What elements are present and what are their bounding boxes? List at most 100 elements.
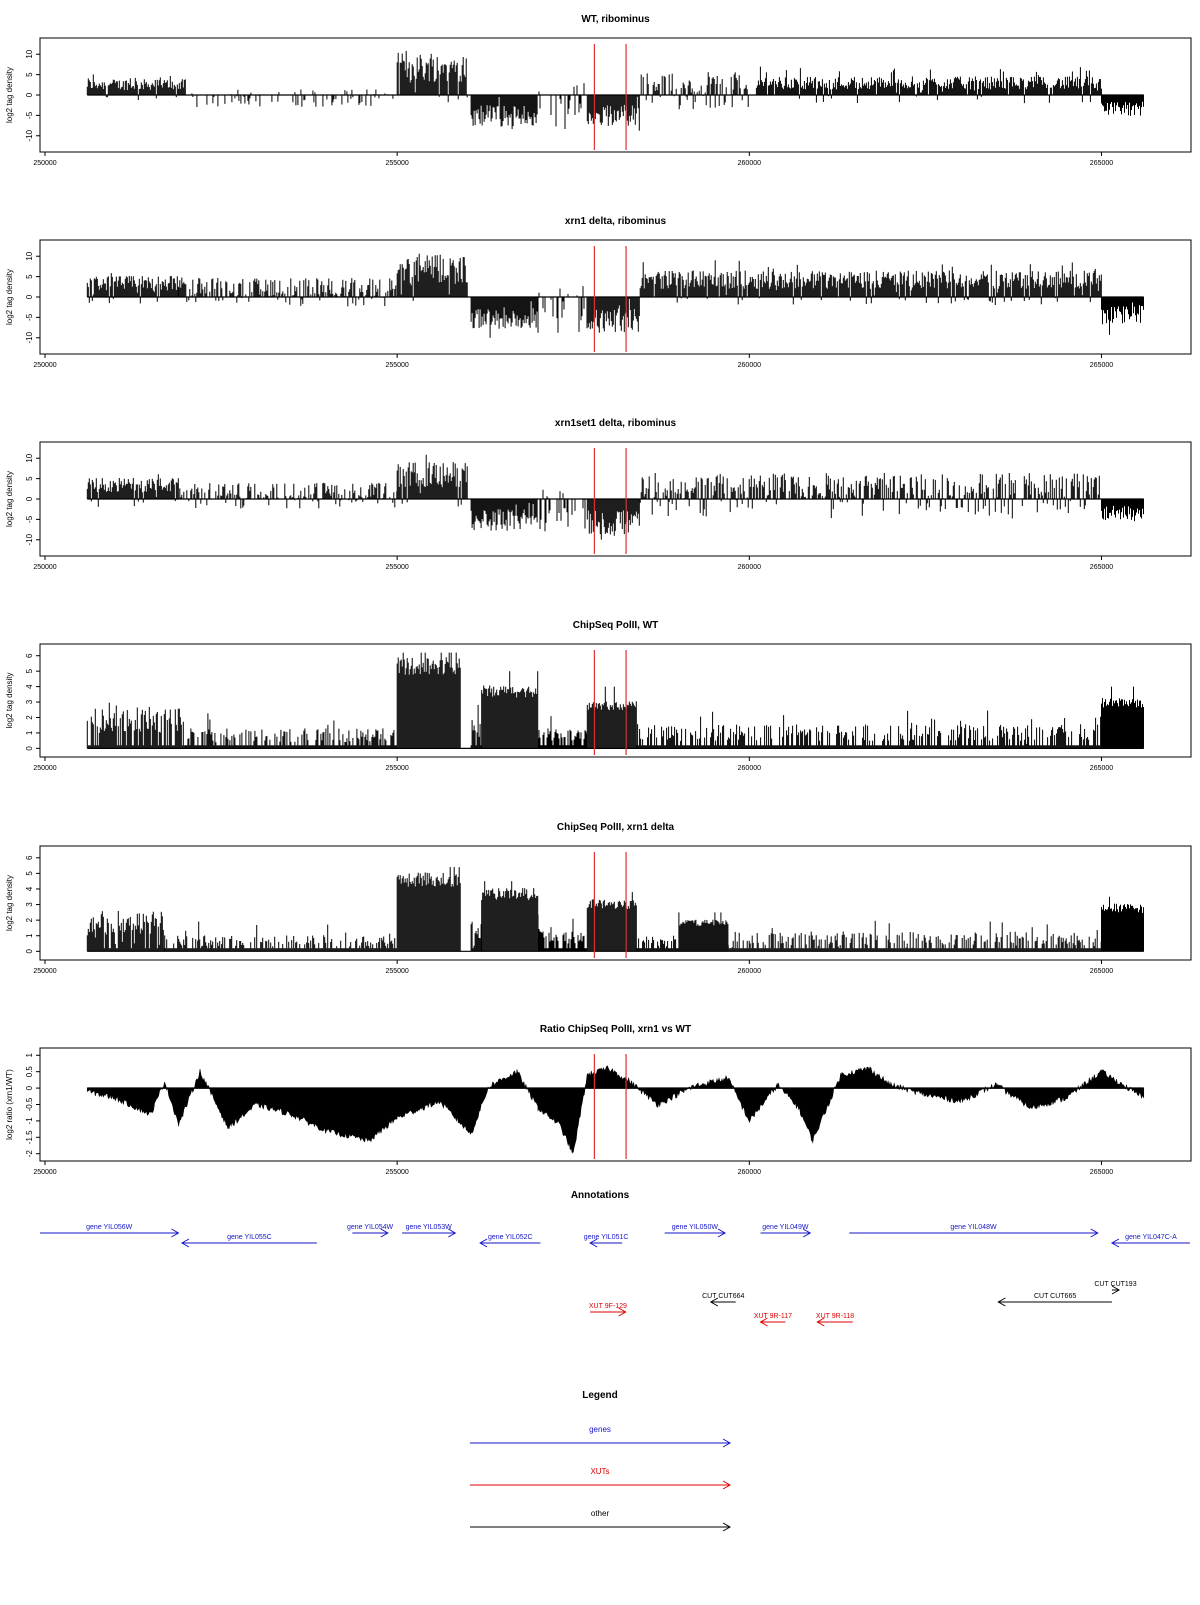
annotation-feature: gene YIL053W: [402, 1224, 455, 1237]
y-tick-label: 0: [25, 92, 34, 97]
feature-label: gene YIL050W: [672, 1224, 719, 1231]
y-axis-label: log2 ratio (xrn1/WT): [5, 1069, 14, 1140]
chart-title: Ratio ChipSeq PolII, xrn1 vs WT: [540, 1024, 691, 1035]
annotation-feature: gene YIL050W: [665, 1224, 725, 1237]
data-bars: [87, 867, 1143, 951]
y-tick-label: 0: [25, 949, 34, 954]
y-tick-label: 3: [25, 902, 34, 907]
chart-panel-1: WT, ribominus -10 -5 0 5 10 log2 tag density 25…: [5, 14, 1191, 167]
y-tick-label: -5: [25, 111, 34, 119]
chart-panel-6: Ratio ChipSeq PolII, xrn1 vs WT -2 -1.5 -1 -…: [5, 1024, 1191, 1176]
feature-label: gene YIL048W: [950, 1224, 997, 1231]
feature-label: gene YIL054W: [347, 1224, 394, 1231]
y-tick-label: 5: [25, 476, 34, 481]
x-tick-label: 255000: [385, 765, 408, 772]
y-tick-label: 10: [25, 49, 34, 58]
plot-frame: [40, 1048, 1191, 1161]
y-tick-label: 0: [25, 746, 34, 751]
x-tick-label: 260000: [738, 968, 761, 975]
annotation-feature: gene YIL054W: [347, 1224, 394, 1237]
chart-title: WT, ribominus: [581, 14, 650, 25]
x-tick-label: 255000: [385, 1169, 408, 1176]
chart-panel-3: xrn1set1 delta, ribominus -10 -5 0 5 10 log2 t…: [5, 418, 1191, 571]
x-tick-label: 255000: [385, 564, 408, 571]
annotation-feature: gene YIL047C-A: [1112, 1234, 1190, 1247]
annotation-feature: gene YIL055C: [182, 1234, 317, 1247]
y-tick-label: 10: [25, 453, 34, 462]
y-tick-label: -10: [25, 331, 34, 343]
x-tick-label: 260000: [738, 1169, 761, 1176]
y-tick-label: 0: [25, 294, 34, 299]
y-tick-label: -0.5: [25, 1097, 34, 1111]
y-tick-label: 2: [25, 715, 34, 720]
x-tick-label: 265000: [1090, 968, 1113, 975]
chart-panel-4: ChipSeq PolII, WT 0 1 2 3 4 5 6 log2 tag density…: [5, 620, 1191, 772]
data-bars: [87, 455, 1143, 540]
y-tick-label: 6: [25, 855, 34, 860]
y-axis-label: log2 tag density: [5, 672, 14, 728]
x-tick-label: 250000: [33, 564, 56, 571]
annotation-feature: gene YIL051C: [584, 1234, 629, 1247]
annotation-feature: gene YIL049W: [761, 1224, 811, 1237]
feature-label: gene YIL052C: [488, 1234, 533, 1241]
feature-label: gene YIL051C: [584, 1234, 629, 1241]
x-tick-label: 250000: [33, 765, 56, 772]
y-tick-label: -10: [25, 533, 34, 545]
x-tick-label: 265000: [1090, 765, 1113, 772]
x-tick-label: 260000: [738, 362, 761, 369]
chart-title: xrn1set1 delta, ribominus: [555, 418, 677, 429]
data-bars: [87, 254, 1143, 338]
annotations-title: Annotations: [571, 1190, 630, 1201]
y-tick-label: 4: [25, 886, 34, 891]
chart-title: ChipSeq PolII, xrn1 delta: [557, 822, 675, 833]
annotation-feature: gene YIL048W: [849, 1224, 1097, 1237]
annotation-feature: gene YIL056W: [40, 1224, 178, 1237]
y-tick-label: 3: [25, 699, 34, 704]
y-tick-label: -10: [25, 129, 34, 141]
x-tick-label: 250000: [33, 968, 56, 975]
data-bars: [87, 653, 1143, 749]
x-tick-label: 265000: [1090, 362, 1113, 369]
y-tick-label: 0: [25, 496, 34, 501]
ratio-area: [87, 1066, 1143, 1153]
y-axis-label: log2 tag density: [5, 269, 14, 325]
y-tick-label: 0.5: [25, 1066, 34, 1078]
x-tick-label: 255000: [385, 968, 408, 975]
y-axis-label: log2 tag density: [5, 67, 14, 123]
data-bars: [87, 51, 1143, 131]
x-tick-label: 255000: [385, 362, 408, 369]
y-tick-label: -1.5: [25, 1130, 34, 1144]
annotations-panel: Annotations gene YIL056W gene YIL055C gene …: [40, 1190, 1190, 1326]
x-tick-label: 255000: [385, 160, 408, 167]
x-tick-label: 265000: [1090, 564, 1113, 571]
chart-title: ChipSeq PolII, WT: [573, 620, 659, 631]
y-tick-label: -5: [25, 515, 34, 523]
x-tick-label: 260000: [738, 564, 761, 571]
y-tick-label: 5: [25, 274, 34, 279]
x-tick-label: 250000: [33, 1169, 56, 1176]
y-tick-label: 4: [25, 684, 34, 689]
chart-title: xrn1 delta, ribominus: [565, 216, 667, 227]
y-tick-label: 6: [25, 653, 34, 658]
x-tick-label: 260000: [738, 765, 761, 772]
y-tick-label: -2: [25, 1150, 34, 1158]
y-tick-label: 2: [25, 917, 34, 922]
y-tick-label: 1: [25, 730, 34, 735]
y-tick-label: 0: [25, 1085, 34, 1090]
y-tick-label: -1: [25, 1117, 34, 1125]
y-tick-label: 5: [25, 72, 34, 77]
feature-label: gene YIL053W: [406, 1224, 453, 1231]
y-axis-label: log2 tag density: [5, 471, 14, 527]
y-tick-label: 5: [25, 668, 34, 673]
y-tick-label: 1: [25, 1053, 34, 1058]
y-axis-label: log2 tag density: [5, 875, 14, 931]
y-tick-label: 5: [25, 871, 34, 876]
x-tick-label: 250000: [33, 362, 56, 369]
feature-label: gene YIL055C: [227, 1234, 272, 1241]
x-tick-label: 250000: [33, 160, 56, 167]
x-tick-label: 260000: [738, 160, 761, 167]
